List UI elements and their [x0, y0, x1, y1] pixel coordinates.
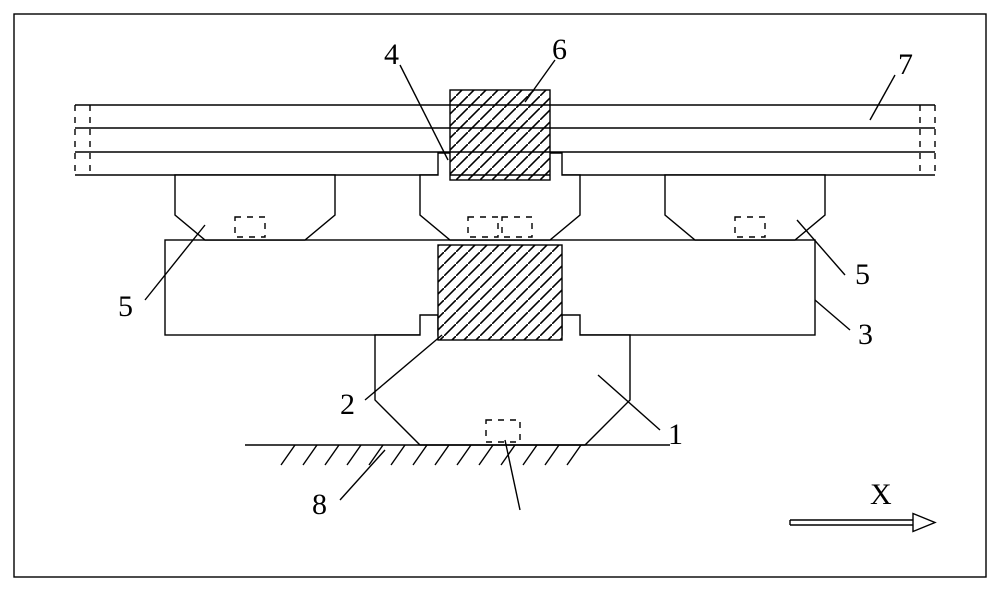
callout-4: 4: [384, 38, 399, 72]
callout-5-right: 5: [855, 258, 870, 292]
callout-2: 2: [340, 388, 355, 422]
callout-7: 7: [898, 48, 913, 82]
diagram-stage: 4 6 7 5 5 3 2 1 8 X: [0, 0, 1000, 591]
callout-6: 6: [552, 33, 567, 67]
callout-8: 8: [312, 488, 327, 522]
callout-3: 3: [858, 318, 873, 352]
callout-1: 1: [668, 418, 683, 452]
callout-5-left: 5: [118, 290, 133, 324]
engineering-diagram: [0, 0, 1000, 591]
axis-x-label: X: [870, 478, 892, 512]
